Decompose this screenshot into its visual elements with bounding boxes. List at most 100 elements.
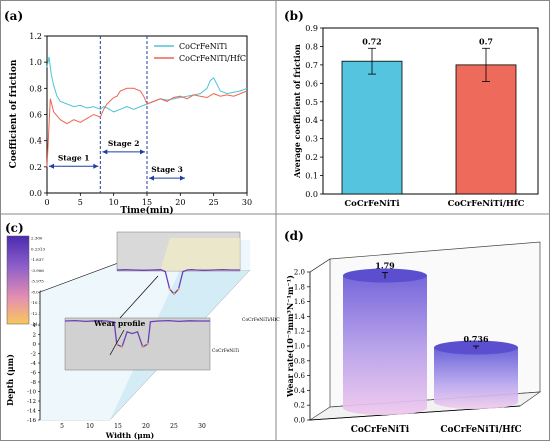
y-tick-label: 0.0 [294,417,305,425]
y-axis-title: Depth (μm) [5,354,15,406]
y-tick-label: 0.7 [305,61,318,70]
legend-label: CoCrFeNiTi [179,42,228,51]
panel-b: (b) 0.0 0.1 0.2 0.3 0.4 0.5 0.6 0.7 0.8 0.9 0.72 C… [284,9,539,209]
profile-lines [64,269,240,349]
colorbar-tick-label: -12.18 [31,311,44,316]
y-tick-label: -10 [27,390,36,396]
profile-point [146,342,149,346]
y-tick-label: 0.4 [305,116,318,125]
panel-label: (c) [5,221,24,235]
y-axis-title: Wear rate(10⁻⁵mm³N⁻¹m⁻¹) [285,275,295,398]
x-axis-title: Width (μm) [105,431,154,440]
wear-profile-label: Wear profile [93,319,146,328]
y-tick-label: -12 [27,399,36,405]
y-axis: 4 2 0 -2 -4 -6 -8 -10 -12 -14 -16 [27,323,40,424]
y-tick-label: 0.4 [294,387,306,395]
y-tick-label: 1.2 [294,328,305,336]
data-label: 0.72 [362,36,381,46]
y-tick-label: -4 [31,361,37,367]
y-tick-label: 0.6 [305,79,318,88]
bar [434,347,518,409]
colorbar-tick-label: -1.837 [31,257,44,262]
data-label: 0.736 [463,334,488,344]
y-axis-title: Coefficient of friction [9,59,19,168]
series-line [46,56,248,113]
colorbar-tick-label: -3.906 [31,268,44,273]
x-tick-label: CoCrFeNiTi [351,425,410,435]
series-lines [46,56,248,167]
arrow-head [49,163,54,169]
y-tick-label: 0.8 [305,42,318,51]
data-label: 1.79 [375,261,395,271]
y-tick-label: 0.6 [29,111,42,120]
arrow-head [93,163,99,169]
y-tick-label: 0.3 [305,135,318,144]
profile-plane-front [64,317,211,371]
profile-point [168,288,171,291]
y-tick-label: 4 [33,323,37,329]
profile-point [177,288,180,291]
x-tick-label: 5 [78,198,83,207]
series-tag: CoCrFeNiTi [212,348,240,354]
axis-corner [309,258,331,273]
x-tick-label: 20 [175,198,185,207]
stage-label: Stage 3 [151,165,183,174]
stage-label: Stage 1 [58,153,90,162]
arrow-head [149,175,154,181]
y-tick-label: -16 [27,418,36,424]
y-tick-label: 1.2 [29,32,42,41]
x-tick-label: 5 [60,423,64,430]
y-tick-label: 0.6 [294,372,306,380]
y-tick-label: 0 [33,342,37,348]
x-tick-label: 30 [198,423,206,430]
y-tick-label: -2 [31,352,36,358]
y-tick-label: 0.0 [305,190,318,199]
stage-annotations: Stage 1 Stage 2 Stage 3 [49,139,185,181]
y-tick-label: -8 [31,380,37,386]
panel-label: (d) [284,229,304,243]
y-tick-label: 0.4 [29,137,42,146]
colorbar-tick-label: 2.300 [31,236,43,241]
x-tick-label: CoCrFeNiTi/HfC [448,199,525,209]
colorbar-tick-label: -14.25 [31,322,44,327]
x-axis: 5 10 15 20 25 30 [60,423,206,430]
arrow-head [180,175,185,181]
x-axis: 0 5 10 15 20 25 30 [44,193,252,207]
legend-label: CoCrFeNiTi/HfC [179,54,246,63]
x-tick-label: 10 [86,423,94,430]
stage-label: Stage 2 [108,139,140,148]
y-tick-label: 0.8 [294,357,305,365]
profile-plane-rear-top [160,238,240,271]
data-label: 0.7 [479,36,493,46]
panel-label: (a) [4,9,23,23]
x-tick-label: 30 [242,198,252,207]
colorbar [6,235,30,325]
stage-dividers [99,36,148,193]
x-tick-label: 25 [170,423,178,430]
y-tick-label: 0.2 [29,163,42,172]
x-tick-label: 25 [209,198,219,207]
pointer-line [109,329,125,356]
y-tick-label: -6 [31,371,37,377]
y-tick-label: 0.5 [305,98,318,107]
arrow-head [102,149,108,155]
series-line [46,87,248,167]
y-tick-label: 2 [33,333,37,339]
profile-point [141,345,144,349]
y-tick-label: 1.4 [294,313,306,321]
y-tick-label: 1.6 [294,298,306,306]
y-tick-label: -14 [27,409,36,415]
legend: CoCrFeNiTi CoCrFeNiTi/HfC [154,42,246,63]
y-axis-title: Average coefficient of friction [292,44,302,179]
y-tick-label: 2.0 [294,269,305,277]
y-tick-label: 1.8 [294,283,305,291]
arrow-head [140,149,145,155]
y-tick-label: 0.2 [305,153,318,162]
colorbar-tick-label: -10.11 [31,300,44,305]
bar [343,275,427,415]
profile-point [173,292,176,296]
panel-a: (a) 0.0 0.2 0.4 0.6 0.8 1.0 1.2 0 5 10 15 20 25 30 S… [4,9,252,216]
y-tick-label: 1.0 [29,58,42,67]
y-axis: 0.0 0.2 0.4 0.6 0.8 1.0 1.2 [29,32,47,198]
